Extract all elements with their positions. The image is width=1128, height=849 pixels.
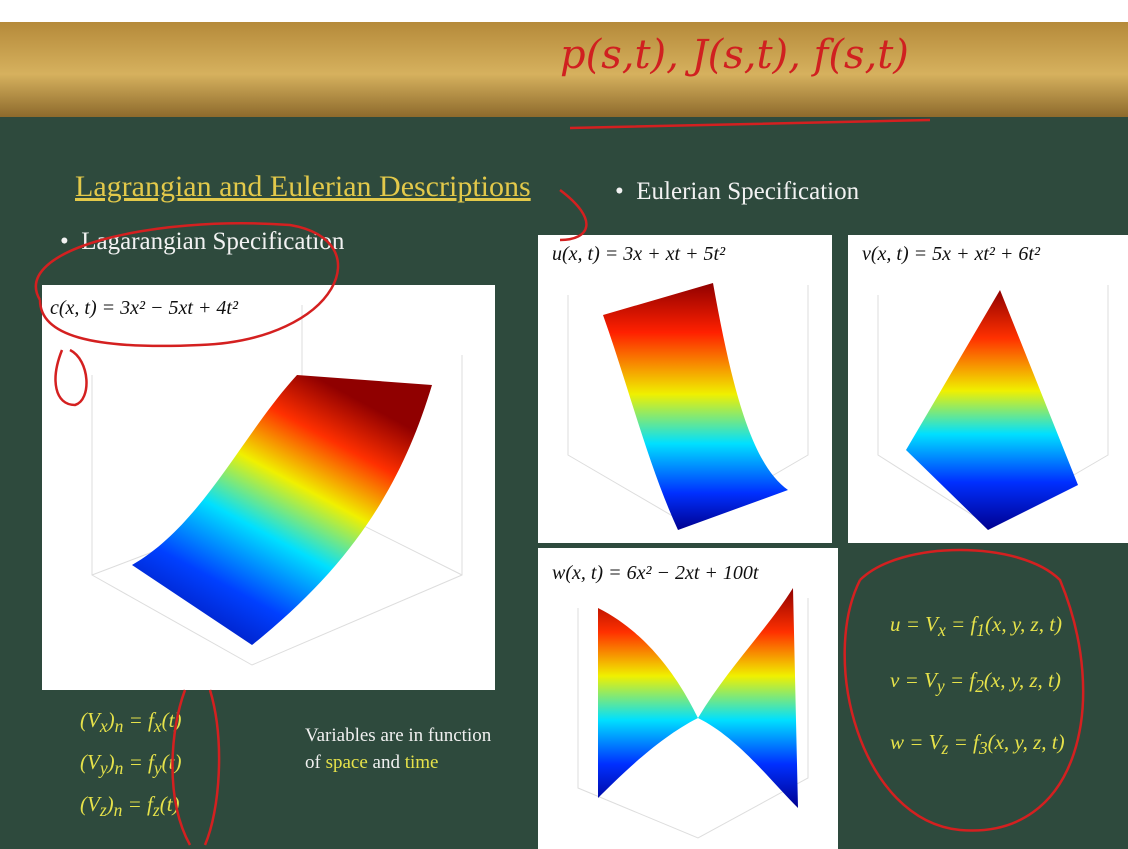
subscript: y bbox=[153, 758, 162, 779]
equation-label: v(x, t) = 5x + xt² + 6t² bbox=[862, 243, 1040, 265]
subscript: x bbox=[153, 716, 162, 737]
equation: w = Vz = f3(x, y, z, t) bbox=[890, 730, 1065, 759]
equation: (Vz)n = fz(t) bbox=[80, 792, 180, 821]
subscript: 3 bbox=[978, 738, 988, 759]
plot-panel: w(x, t) = 6x² − 2xt + 100t bbox=[538, 548, 838, 849]
bullet: • Lagarangian Specification bbox=[60, 228, 345, 255]
subscript: 1 bbox=[976, 620, 986, 641]
surface bbox=[603, 283, 788, 530]
frame-border bbox=[0, 0, 1128, 22]
equation-label: w(x, t) = 6x² − 2xt + 100t bbox=[552, 562, 759, 584]
bullet-text: Eulerian Specification bbox=[636, 178, 860, 205]
note-text: Variables are in function of bbox=[305, 725, 492, 773]
note-highlight: time bbox=[404, 752, 439, 773]
plot-panel: c(x, t) = 3x² − 5xt + 4t² bbox=[42, 285, 495, 690]
bullet-text: Lagarangian Specification bbox=[81, 228, 345, 255]
note-text: and bbox=[372, 752, 400, 773]
subscript: n bbox=[114, 716, 124, 737]
handwriting: p(s,t), J(s,t), f(s,t) bbox=[560, 32, 909, 78]
surface-plot bbox=[877, 285, 1109, 530]
note: Variables are in function of space and t… bbox=[305, 722, 495, 776]
subscript: y bbox=[99, 758, 108, 779]
lhs: v bbox=[890, 668, 900, 692]
subscript: z bbox=[941, 738, 949, 759]
slide-title: Lagrangian and Eulerian Descriptions bbox=[75, 170, 531, 203]
subscript: 2 bbox=[975, 676, 984, 697]
equation-label: c(x, t) = 3x² − 5xt + 4t² bbox=[50, 297, 238, 319]
surface-plot bbox=[567, 283, 809, 530]
equation: u = Vx = f1(x, y, z, t) bbox=[890, 612, 1063, 641]
subscript: n bbox=[114, 758, 124, 779]
equation: v = Vy = f2(x, y, z, t) bbox=[890, 668, 1061, 697]
subscript: n bbox=[113, 800, 123, 821]
lhs: w bbox=[890, 730, 905, 754]
equation: (Vx)n = fx(t) bbox=[80, 708, 182, 737]
subscript: z bbox=[99, 800, 107, 821]
subscript: x bbox=[99, 716, 108, 737]
surface bbox=[132, 375, 432, 645]
surface-plot bbox=[91, 305, 463, 666]
lhs: u bbox=[890, 612, 901, 636]
surface bbox=[906, 290, 1078, 530]
subscript: x bbox=[938, 620, 946, 641]
equation-label: u(x, t) = 3x + xt + 5t² bbox=[552, 243, 726, 265]
board-ledge bbox=[0, 22, 1128, 117]
surface-plot bbox=[577, 588, 809, 839]
surface bbox=[598, 588, 798, 808]
bullet: • Eulerian Specification bbox=[615, 178, 860, 205]
plot-panel: u(x, t) = 3x + xt + 5t² bbox=[538, 235, 832, 543]
subscript: y bbox=[936, 676, 945, 697]
equation: (Vy)n = fy(t) bbox=[80, 750, 182, 779]
plot-panel: v(x, t) = 5x + xt² + 6t² bbox=[848, 235, 1128, 543]
subscript: z bbox=[152, 800, 160, 821]
note-highlight: space bbox=[325, 752, 368, 773]
